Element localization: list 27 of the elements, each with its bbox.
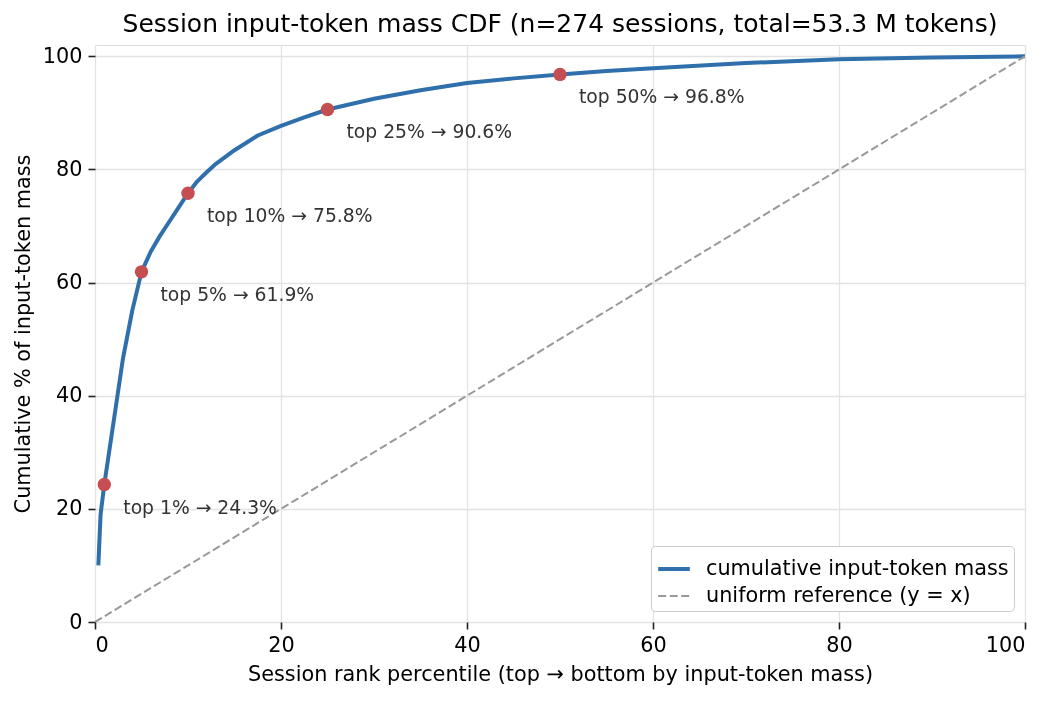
x-tick-label: 0	[95, 632, 109, 657]
point	[181, 186, 195, 200]
x-tick-label: 80	[826, 632, 853, 657]
legend-label: uniform reference (y = x)	[706, 583, 971, 607]
annotation: top 5% → 61.9%	[160, 283, 315, 305]
x-axis-title: Session rank percentile (top → bottom by input-token mass)	[247, 662, 874, 687]
y-tick-label: 100	[42, 43, 83, 68]
point	[97, 477, 112, 492]
y-axis-title: Cumulative % of input-token mass	[10, 154, 35, 514]
y-tick-label: 80	[56, 156, 83, 181]
chart-title: Session input-token mass CDF (n=274 sessions, total=53.3 M tokens)	[122, 9, 998, 38]
x-tick-label: 40	[454, 632, 481, 657]
annotation: top 10% → 75.8%	[207, 205, 373, 227]
annotation: top 25% → 90.6%	[346, 121, 513, 143]
annotation: top 1% → 24.3%	[123, 496, 277, 518]
legend-label: cumulative input-token mass	[706, 556, 1009, 580]
y-tick-label: 60	[56, 270, 83, 295]
x-tick-label: 20	[268, 632, 295, 657]
annotation: top 50% → 96.8%	[579, 86, 745, 108]
point	[553, 67, 567, 82]
point	[320, 102, 335, 117]
x-tick-label: 100	[985, 632, 1026, 657]
x-tick-label: 60	[640, 632, 667, 657]
y-tick-label: 20	[56, 496, 83, 521]
y-tick-label: 40	[56, 383, 83, 408]
point	[134, 265, 149, 279]
y-tick-label: 0	[69, 609, 83, 634]
